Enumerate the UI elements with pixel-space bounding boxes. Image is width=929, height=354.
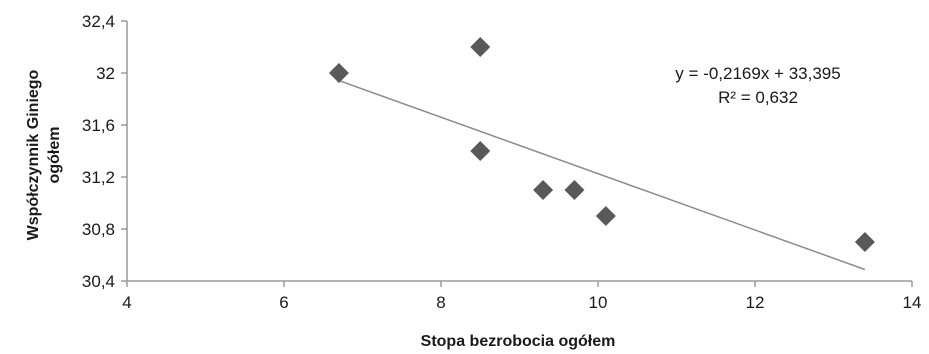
data-point [564,180,585,200]
y-axis-ticks: 30,4 30,8 31,2 31,6 32 32,4 [82,12,127,291]
data-point [328,63,349,83]
y-tick-label: 30,8 [82,220,115,239]
data-points [328,37,875,252]
trendline-r-squared: R² = 0,632 [718,88,798,107]
y-tick-label: 32,4 [82,12,115,31]
data-point [533,180,554,200]
x-tick-label: 14 [903,293,922,312]
y-tick-label: 30,4 [82,272,115,291]
x-axis-title: Stopa bezrobocia ogółem [421,333,616,350]
y-tick-label: 32 [96,64,115,83]
x-tick-label: 8 [436,293,445,312]
trendline [338,79,866,271]
data-point [470,141,491,161]
y-tick-label: 31,6 [82,116,115,135]
trendline-equation: y = -0,2169x + 33,395 [675,64,840,83]
data-point [854,232,875,252]
x-tick-label: 4 [122,293,131,312]
y-tick-label: 31,2 [82,168,115,187]
y-axis-title-line2: ogółem [46,127,63,184]
x-axis-ticks: 4 6 8 10 12 14 [122,281,921,312]
x-tick-label: 6 [279,293,288,312]
y-axis-title-line1: Współczynnik Giniego [25,69,42,240]
x-tick-label: 12 [746,293,765,312]
x-tick-label: 10 [589,293,608,312]
data-point [470,37,491,57]
data-point [595,206,616,226]
